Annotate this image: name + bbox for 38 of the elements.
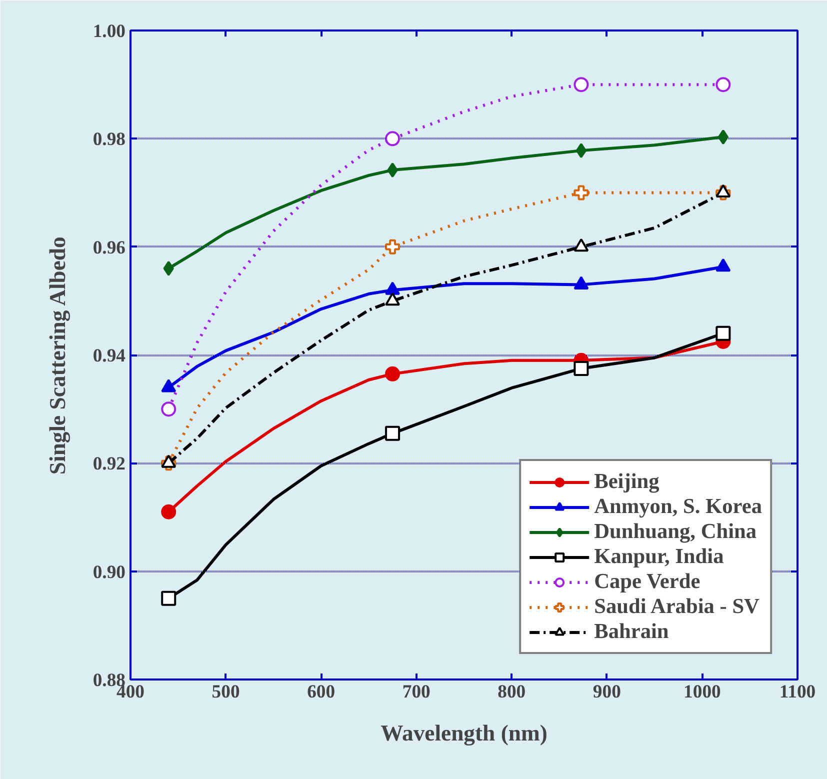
point [716, 77, 731, 92]
legend-label: Anmyon, S. Korea [594, 494, 762, 519]
point [574, 77, 589, 92]
point [385, 239, 400, 254]
x-tick-label: 700 [402, 682, 430, 702]
point [387, 162, 398, 178]
point [718, 130, 729, 145]
x-tick-label: 500 [212, 682, 240, 702]
x-tick-label: 1000 [684, 682, 721, 702]
legend-label: Cape Verde [594, 569, 700, 594]
point [385, 131, 400, 146]
y-tick-label: 0.90 [92, 562, 126, 583]
x-axis-title: Wavelength (nm) [380, 720, 548, 746]
point [161, 504, 176, 520]
point [385, 366, 400, 382]
y-axis-title: Single Scattering Albedo [44, 236, 70, 475]
x-tick-label: 1100 [779, 682, 816, 702]
x-tick-label: 800 [498, 682, 526, 702]
legend-label: Saudi Arabia - SV [594, 594, 760, 619]
legend-label: Bahrain [594, 619, 669, 644]
legend-label: Dunhuang, China [594, 519, 757, 544]
point [161, 402, 176, 417]
point [161, 590, 176, 606]
point [385, 426, 400, 441]
y-tick-label: 0.96 [92, 237, 126, 258]
y-tick-label: 1.00 [92, 21, 126, 42]
point [163, 260, 174, 276]
x-tick-label: 600 [307, 682, 336, 702]
point [716, 326, 731, 341]
legend-label: Beijing [594, 469, 660, 494]
point [574, 361, 589, 376]
y-tick-label: 0.98 [92, 129, 126, 150]
x-tick-label: 900 [592, 682, 621, 702]
y-tick-label: 0.94 [92, 346, 126, 366]
legend-label: Kanpur, India [594, 544, 724, 569]
point [576, 143, 587, 158]
point [574, 185, 589, 200]
y-tick-label: 0.92 [92, 454, 126, 475]
